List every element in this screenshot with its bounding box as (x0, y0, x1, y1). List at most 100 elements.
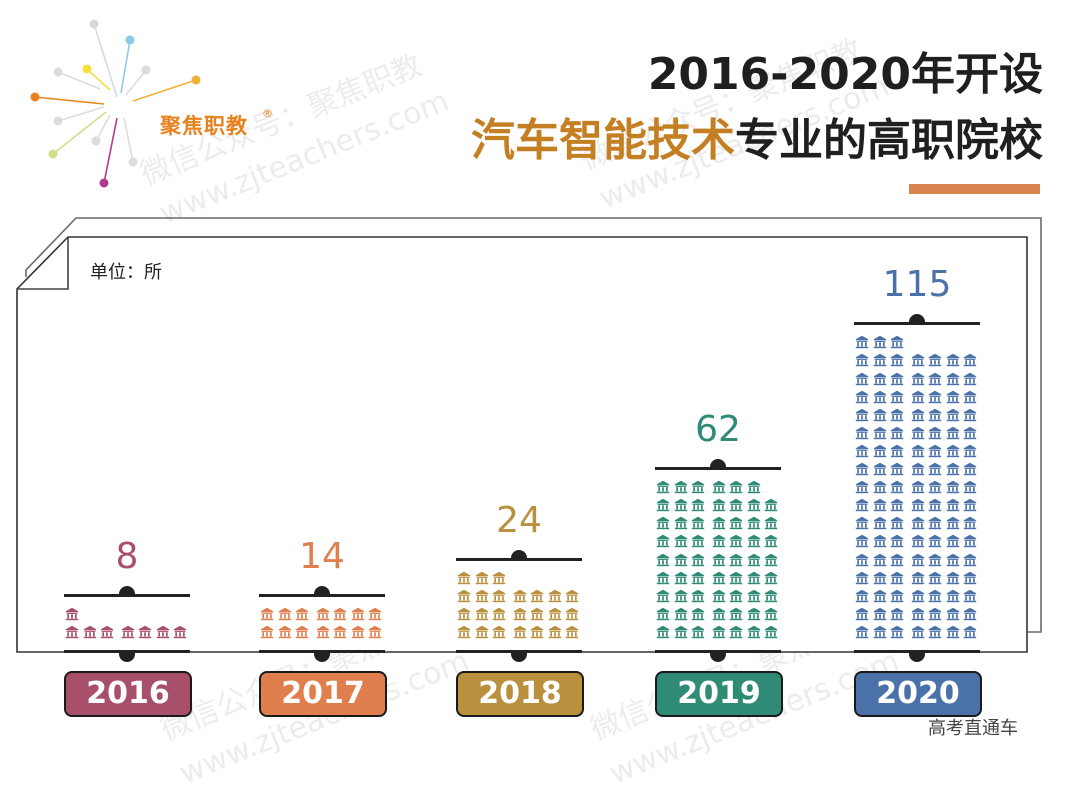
institution-building-icon (911, 570, 925, 584)
institution-building-icon (911, 389, 925, 403)
institution-building-icon (873, 624, 887, 639)
value-label: 14 (299, 535, 345, 577)
logo-text: 聚焦职教 (160, 113, 248, 138)
institution-building-icon (946, 570, 960, 584)
institution-building-icon (963, 606, 977, 620)
institution-building-icon (729, 497, 743, 512)
institution-building-icon (691, 588, 705, 602)
institution-building-icon (530, 624, 544, 639)
institution-building-icon (928, 479, 942, 494)
brand-logo: 聚焦职教 ® (20, 15, 273, 195)
institution-building-icon (928, 389, 942, 403)
institution-building-icon (911, 371, 925, 385)
bottom-rule-knob (511, 653, 527, 662)
institution-building-icon (747, 624, 761, 639)
institution-building-icon (963, 497, 977, 512)
institution-building-icon (873, 515, 887, 530)
pictogram-chart: 8 2016 14 2017 24 2018 62 2019 115 2020 (64, 0, 982, 766)
institution-building-icon (963, 624, 977, 639)
institution-building-icon (674, 624, 688, 639)
institution-building-icon (873, 588, 887, 602)
year-badge-2017: 2017 (259, 671, 387, 717)
institution-building-icon (963, 371, 977, 385)
institution-building-icon (656, 606, 670, 620)
institution-building-icon (873, 497, 887, 512)
year-badge-2020: 2020 (854, 671, 982, 717)
year-badge-2018: 2018 (456, 671, 584, 717)
institution-building-icon (855, 443, 869, 458)
institution-building-icon (674, 515, 688, 530)
institution-building-icon (873, 443, 887, 458)
institution-building-icon (946, 552, 960, 566)
institution-building-icon (316, 624, 330, 639)
top-rule (259, 593, 385, 597)
bar-column-2017: 14 2017 (259, 0, 387, 766)
institution-building-icon (890, 624, 904, 639)
institution-building-icon (855, 533, 869, 548)
institution-building-icon (674, 588, 688, 602)
institution-building-icon (100, 624, 114, 639)
institution-building-icon (513, 606, 527, 620)
institution-building-icon (712, 479, 726, 494)
institution-building-icon (855, 552, 869, 566)
institution-building-icon (747, 606, 761, 620)
institution-building-icon (855, 371, 869, 385)
institution-building-icon (656, 588, 670, 602)
institution-building-icon (946, 461, 960, 476)
institution-building-icon (855, 352, 869, 367)
institution-building-icon (747, 533, 761, 548)
institution-building-icon (368, 624, 382, 639)
institution-building-icon (513, 624, 527, 639)
bottom-rule (259, 650, 385, 653)
institution-building-icon (946, 407, 960, 421)
top-rule-knob (119, 585, 135, 595)
institution-building-icon (278, 606, 292, 620)
institution-building-icon (747, 515, 761, 530)
institution-building-icon (928, 443, 942, 458)
value-label: 62 (695, 409, 741, 451)
institution-building-icon (712, 588, 726, 602)
institution-building-icon (946, 389, 960, 403)
institution-building-icon (873, 352, 887, 367)
institution-building-icon (764, 533, 778, 548)
institution-building-icon (691, 497, 705, 512)
institution-building-icon (855, 461, 869, 476)
institution-building-icon (963, 588, 977, 602)
institution-building-icon (764, 515, 778, 530)
institution-building-icon (928, 552, 942, 566)
institution-building-icon (764, 588, 778, 602)
institution-building-icon (295, 606, 309, 620)
institution-building-icon (911, 425, 925, 439)
institution-building-icon (712, 552, 726, 566)
institution-building-icon (963, 461, 977, 476)
institution-building-icon (873, 389, 887, 403)
institution-building-icon (691, 606, 705, 620)
institution-building-icon (928, 588, 942, 602)
institution-building-icon (890, 552, 904, 566)
institution-building-icon (656, 552, 670, 566)
registered-mark: ® (262, 107, 273, 120)
institution-building-icon (963, 570, 977, 584)
institution-building-icon (963, 533, 977, 548)
institution-building-icon (911, 588, 925, 602)
institution-building-icon (729, 606, 743, 620)
institution-building-icon (333, 624, 347, 639)
institution-building-icon (530, 606, 544, 620)
institution-building-icon (911, 624, 925, 639)
institution-building-icon (963, 443, 977, 458)
institution-building-icon (65, 606, 79, 620)
institution-building-icon (911, 407, 925, 421)
institution-building-icon (873, 407, 887, 421)
institution-building-icon (855, 606, 869, 620)
top-rule-knob (511, 549, 527, 559)
institution-building-icon (729, 552, 743, 566)
institution-building-icon (278, 624, 292, 639)
institution-building-icon (911, 606, 925, 620)
bottom-rule-knob (909, 653, 925, 662)
bottom-rule-knob (119, 653, 135, 662)
institution-building-icon (368, 606, 382, 620)
institution-building-icon (963, 552, 977, 566)
institution-building-icon (656, 497, 670, 512)
institution-building-icon (351, 606, 365, 620)
institution-building-icon (963, 389, 977, 403)
